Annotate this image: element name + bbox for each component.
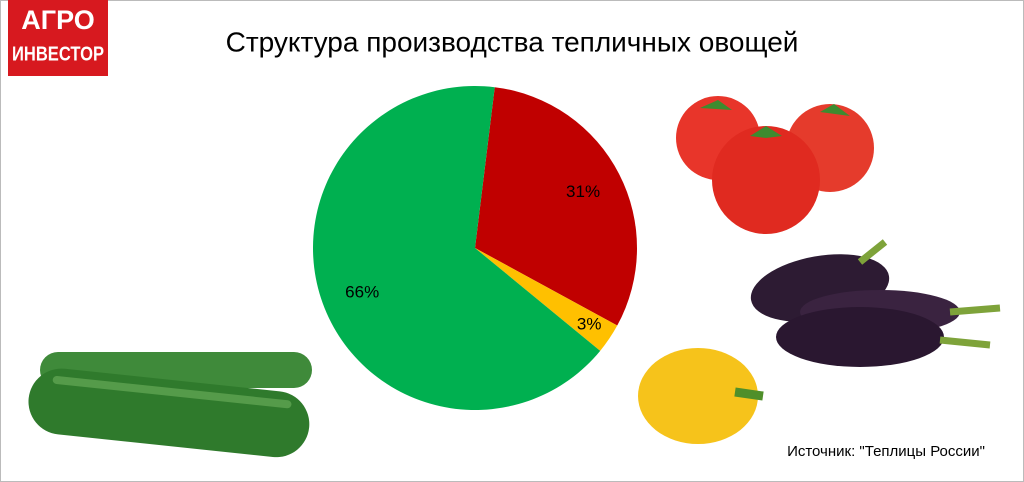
cucumbers	[28, 352, 312, 458]
source-note: Источник: "Теплицы России"	[787, 443, 985, 460]
logo-text: АГРО	[21, 5, 94, 35]
eggplants	[750, 239, 1001, 367]
logo-box	[8, 0, 108, 76]
pepper	[638, 348, 764, 444]
chart-title: Структура производства тепличных овощей	[226, 26, 799, 57]
pie-slice	[475, 87, 637, 326]
data-label: 31%	[566, 182, 600, 201]
pie-slice	[313, 85, 601, 411]
tomatoes	[676, 96, 874, 234]
pie-slice	[475, 248, 618, 351]
data-label: 3%	[577, 314, 602, 333]
data-label: 66%	[345, 283, 379, 302]
logo-text: ИНВЕСТОР	[12, 43, 104, 65]
